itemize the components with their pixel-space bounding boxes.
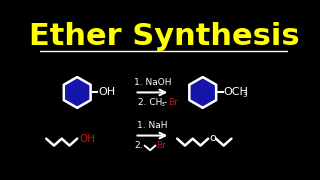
Text: Ether Synthesis: Ether Synthesis (29, 22, 299, 51)
Text: Br: Br (168, 98, 178, 107)
Text: 2. CH: 2. CH (138, 98, 162, 107)
Text: OH: OH (98, 87, 115, 97)
Text: OCH: OCH (224, 87, 249, 97)
Polygon shape (64, 77, 91, 108)
Text: 1. NaH: 1. NaH (137, 121, 168, 130)
Polygon shape (189, 77, 216, 108)
Text: 2.: 2. (134, 141, 143, 150)
Text: o: o (210, 133, 216, 143)
Text: 1. NaOH: 1. NaOH (134, 78, 171, 87)
Text: -: - (164, 98, 167, 107)
Text: 3: 3 (242, 92, 247, 98)
Text: 3: 3 (161, 102, 165, 107)
Text: Br: Br (156, 141, 166, 150)
Text: OH: OH (80, 134, 96, 144)
